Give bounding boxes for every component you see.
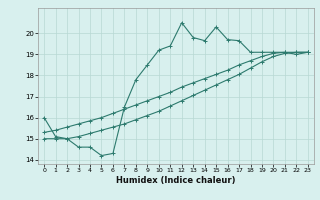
X-axis label: Humidex (Indice chaleur): Humidex (Indice chaleur) (116, 176, 236, 185)
